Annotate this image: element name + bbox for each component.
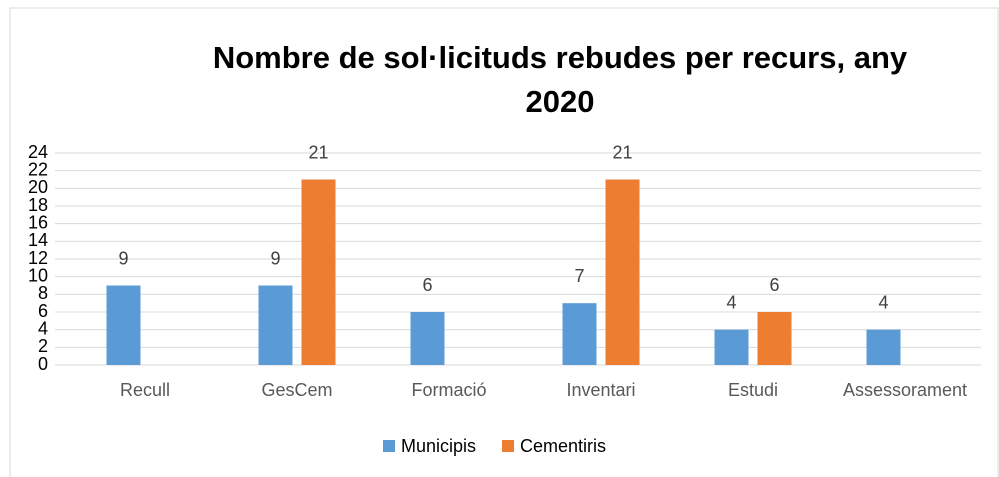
y-tick-label: 4	[38, 318, 48, 338]
y-tick-label: 8	[38, 283, 48, 303]
y-tick-label: 2	[38, 336, 48, 356]
y-tick-label: 16	[28, 212, 48, 232]
data-label: 7	[574, 266, 584, 286]
bar	[106, 285, 141, 365]
data-label: 9	[118, 248, 128, 268]
x-tick-label: Recull	[120, 380, 170, 400]
y-tick-label: 22	[28, 159, 48, 179]
y-tick-label: 20	[28, 177, 48, 197]
y-tick-label: 0	[38, 354, 48, 374]
bar	[410, 312, 445, 365]
bar	[866, 329, 901, 365]
x-tick-label: Assessorament	[843, 380, 967, 400]
bar	[757, 312, 792, 365]
y-tick-label: 10	[28, 265, 48, 285]
bar	[714, 329, 749, 365]
data-label: 6	[769, 275, 779, 295]
y-tick-label: 14	[28, 230, 48, 250]
bar	[301, 179, 336, 365]
y-tick-label: 12	[28, 248, 48, 268]
bar	[605, 179, 640, 365]
x-tick-label: Formació	[411, 380, 486, 400]
y-tick-label: 6	[38, 301, 48, 321]
data-label: 6	[422, 275, 432, 295]
y-tick-label: 24	[28, 142, 48, 162]
data-label: 21	[308, 142, 328, 162]
legend-label: Cementiris	[520, 436, 606, 456]
chart-border	[9, 7, 999, 477]
data-label: 4	[726, 292, 736, 312]
y-tick-label: 18	[28, 195, 48, 215]
data-label: 21	[612, 142, 632, 162]
chart-title: Nombre de sol·licituds rebudes per recur…	[212, 40, 908, 119]
x-tick-label: Inventari	[566, 380, 635, 400]
bar	[562, 303, 597, 365]
data-label: 4	[878, 292, 888, 312]
legend-swatch	[502, 440, 515, 452]
x-tick-label: GesCem	[261, 380, 332, 400]
legend-swatch	[383, 440, 395, 452]
data-label: 9	[270, 248, 280, 268]
x-tick-label: Estudi	[728, 380, 778, 400]
legend-label: Municipis	[401, 436, 476, 456]
bar	[258, 285, 293, 365]
